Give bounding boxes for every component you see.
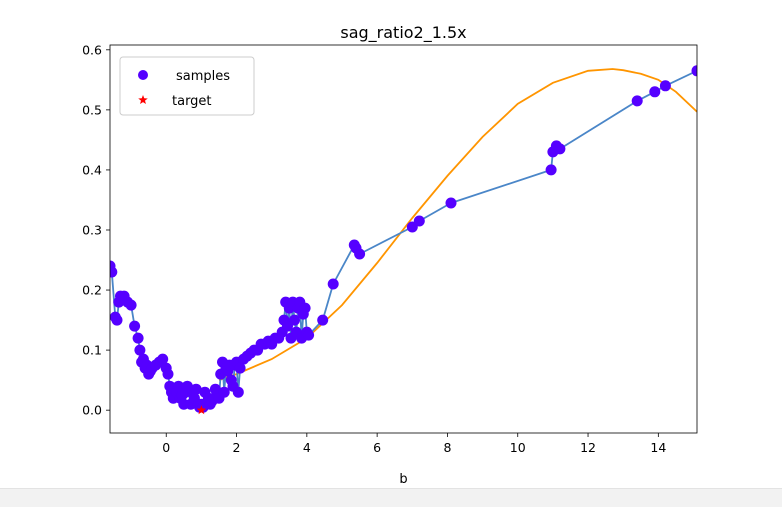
sample-point <box>413 215 425 227</box>
legend-label-target: target <box>172 94 212 109</box>
samples-line <box>110 69 697 409</box>
x-tick-label: 0 <box>162 440 170 455</box>
sample-point <box>218 386 230 398</box>
sample-point <box>354 248 366 260</box>
plot-area <box>110 65 697 415</box>
sample-point <box>691 65 697 77</box>
y-tick-label: 0.2 <box>82 283 102 298</box>
target-point <box>196 405 207 415</box>
x-tick-label: 4 <box>303 440 311 455</box>
sample-point <box>445 197 457 209</box>
x-tick-label: 14 <box>650 440 666 455</box>
sample-point <box>132 332 144 344</box>
sample-point <box>110 266 118 278</box>
ticks-layer: 0 2 4 6 8 10 12 14 0.0 0.1 0.2 0.3 0.4 0.5 0.6 <box>82 42 666 455</box>
x-tick-label: 12 <box>580 440 596 455</box>
legend-label-samples: samples <box>176 69 230 84</box>
sample-point <box>659 80 671 92</box>
legend: samples target <box>119 56 255 116</box>
sample-point <box>299 302 311 314</box>
chart-title: sag_ratio2_1.5x <box>340 23 466 43</box>
sample-point <box>289 314 300 326</box>
y-tick-label: 0.1 <box>82 343 102 358</box>
legend-box <box>119 56 255 116</box>
sample-point <box>157 353 169 365</box>
sample-point <box>631 95 643 107</box>
sample-point <box>317 314 329 326</box>
x-tick-label: 2 <box>233 440 241 455</box>
x-axis-label: b <box>399 472 407 487</box>
sample-point <box>327 278 339 290</box>
sample-point <box>190 383 202 395</box>
sample-point <box>303 329 315 341</box>
y-tick-label: 0.0 <box>82 403 102 418</box>
sample-point <box>554 143 566 155</box>
sample-point <box>545 164 557 176</box>
y-tick-label: 0.5 <box>82 102 102 117</box>
x-tick-label: 10 <box>510 440 526 455</box>
sample-point <box>162 368 174 380</box>
plot-frame <box>109 44 698 434</box>
sample-point <box>649 86 661 98</box>
y-tick-label: 0.3 <box>82 222 102 237</box>
legend-marker-samples <box>138 70 148 80</box>
sample-point <box>125 299 137 311</box>
output-area-bottom-border <box>0 488 782 507</box>
sample-point <box>111 314 123 326</box>
y-tick-label: 0.6 <box>82 42 102 57</box>
sample-point <box>234 362 246 374</box>
x-tick-label: 8 <box>443 440 451 455</box>
x-tick-label: 6 <box>373 440 381 455</box>
sample-point <box>209 383 221 395</box>
sample-point <box>129 320 141 332</box>
plot-layer <box>110 65 697 415</box>
legend-marker-target <box>138 95 148 105</box>
y-tick-label: 0.4 <box>82 162 102 177</box>
sample-point <box>134 344 146 356</box>
sample-point <box>232 386 244 398</box>
